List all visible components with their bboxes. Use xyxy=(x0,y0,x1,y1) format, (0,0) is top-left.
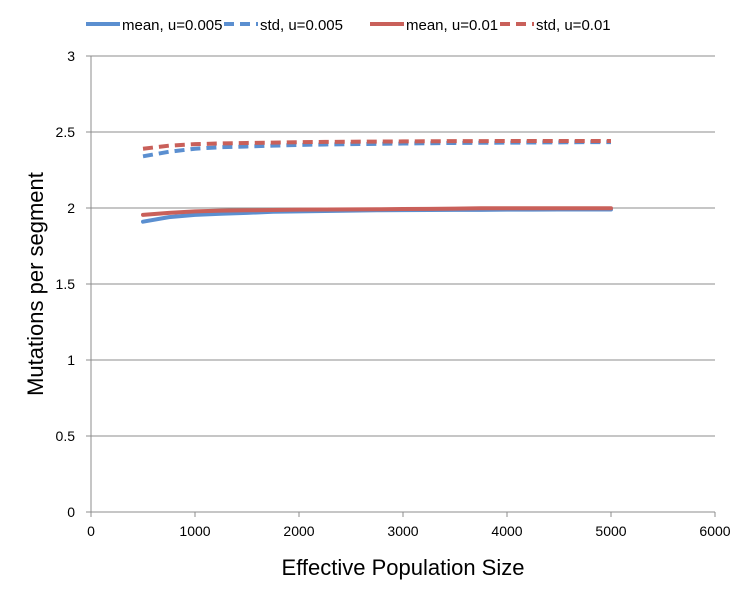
legend-label-2: std, u=0.005 xyxy=(260,17,343,34)
y-axis-ticks: 0 0.5 1 1.5 2 2.5 3 xyxy=(56,48,91,520)
legend: mean, u=0.005 std, u=0.005 mean, u=0.01 std… xyxy=(86,17,611,34)
x-tick-label-4: 4000 xyxy=(491,523,522,539)
y-tick-label-2: 1 xyxy=(67,352,75,368)
y-tick-label-3: 1.5 xyxy=(56,276,76,292)
series-line-4 xyxy=(142,138,611,151)
x-axis-title: Effective Population Size xyxy=(282,555,525,580)
y-tick-label-4: 2 xyxy=(67,200,75,216)
x-tick-label-0: 0 xyxy=(87,523,95,539)
x-tick-label-1: 1000 xyxy=(179,523,210,539)
legend-label-4: std, u=0.01 xyxy=(536,17,611,34)
x-tick-label-5: 5000 xyxy=(595,523,626,539)
y-tick-label-1: 0.5 xyxy=(56,428,76,444)
x-axis-ticks: 0 1000 2000 3000 4000 5000 6000 xyxy=(87,512,731,539)
gridlines xyxy=(91,55,715,437)
series-lines xyxy=(141,138,613,224)
series-line-3 xyxy=(141,206,613,217)
x-tick-label-6: 6000 xyxy=(699,523,730,539)
y-axis-title: Mutations per segment xyxy=(23,172,48,396)
y-tick-label-0: 0 xyxy=(67,504,75,520)
y-tick-label-6: 3 xyxy=(67,48,75,64)
x-tick-label-2: 2000 xyxy=(283,523,314,539)
legend-label-1: mean, u=0.005 xyxy=(122,17,223,34)
x-tick-label-3: 3000 xyxy=(387,523,418,539)
y-tick-label-5: 2.5 xyxy=(56,124,76,140)
legend-label-3: mean, u=0.01 xyxy=(406,17,498,34)
